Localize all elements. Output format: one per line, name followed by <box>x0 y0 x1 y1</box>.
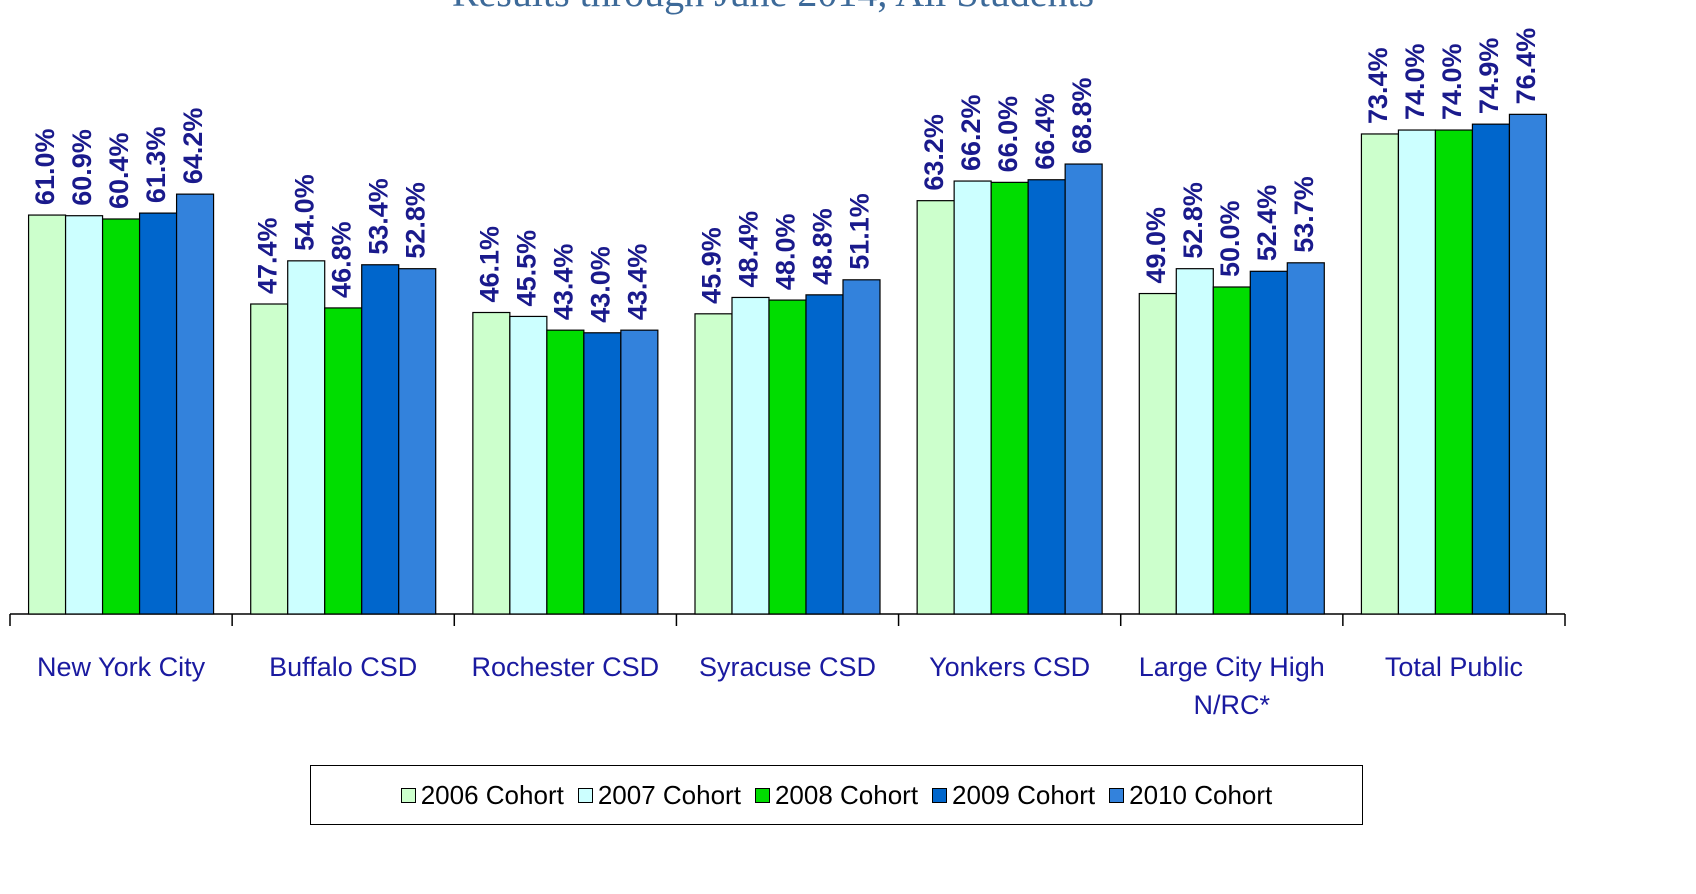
bar <box>842 279 881 615</box>
bar <box>324 307 363 615</box>
legend-swatch <box>754 787 770 803</box>
legend-item: 2010 Cohort <box>1109 780 1272 811</box>
value-label: 46.8% <box>326 221 356 298</box>
bar <box>768 299 807 615</box>
bar <box>1360 133 1400 615</box>
value-label: 48.0% <box>771 214 801 291</box>
value-label: 60.4% <box>104 132 134 209</box>
bar <box>1286 262 1325 615</box>
x-tick-label: Large City High N/RC* <box>1138 652 1325 720</box>
legend-swatch <box>932 787 948 803</box>
bar <box>916 200 955 615</box>
bar <box>1434 129 1474 615</box>
bar <box>1027 179 1066 615</box>
bar <box>1212 286 1251 615</box>
value-label: 51.1% <box>845 193 875 270</box>
value-label: 43.0% <box>585 246 615 323</box>
bar <box>27 214 67 615</box>
bar <box>583 332 622 615</box>
legend-label: 2006 Cohort <box>420 779 564 810</box>
value-label: 43.4% <box>622 244 652 321</box>
value-label: 52.8% <box>400 182 430 259</box>
value-label: 50.0% <box>1215 200 1245 277</box>
bar <box>472 311 511 615</box>
value-label: 60.9% <box>67 129 97 206</box>
bar <box>953 180 992 615</box>
value-label: 46.1% <box>474 226 504 303</box>
value-label: 61.3% <box>141 127 171 204</box>
value-label: 48.8% <box>808 208 838 285</box>
legend-label: 2010 Cohort <box>1129 779 1273 810</box>
bar <box>1138 292 1177 615</box>
bar <box>287 260 326 615</box>
value-label: 73.4% <box>1363 47 1393 124</box>
bar <box>1508 113 1548 615</box>
legend-item: 2006 Cohort <box>400 779 564 811</box>
legend-swatch <box>400 787 416 803</box>
value-label: 53.7% <box>1289 176 1319 253</box>
value-label: 66.4% <box>1030 93 1060 170</box>
bar <box>731 296 770 615</box>
bar <box>1397 129 1437 615</box>
value-label: 45.5% <box>511 230 541 307</box>
x-tick-label: New York City <box>37 652 206 682</box>
bar <box>620 329 659 615</box>
value-label: 66.0% <box>993 96 1023 173</box>
legend-item: 2009 Cohort <box>932 780 1095 811</box>
value-label: 76.4% <box>1511 28 1541 105</box>
bar <box>398 268 437 615</box>
bar <box>175 193 215 615</box>
value-label: 74.0% <box>1400 43 1430 120</box>
bar <box>694 313 733 615</box>
value-label: 45.9% <box>697 227 727 304</box>
value-label: 54.0% <box>289 174 319 251</box>
bar <box>805 294 844 615</box>
value-label: 66.2% <box>956 94 986 171</box>
bar <box>138 212 178 615</box>
value-label: 52.4% <box>1252 185 1282 262</box>
value-label: 53.4% <box>363 178 393 255</box>
bar <box>1471 123 1511 615</box>
bar <box>990 181 1029 615</box>
value-label: 74.0% <box>1437 43 1467 120</box>
value-label: 61.0% <box>30 128 60 205</box>
value-label: 63.2% <box>919 114 949 191</box>
legend-item: 2007 Cohort <box>577 779 741 811</box>
x-tick-label: Rochester CSD <box>471 652 660 682</box>
x-tick-label: Buffalo CSD <box>269 652 418 682</box>
bar <box>64 215 104 615</box>
value-label: 64.2% <box>178 108 208 185</box>
bar <box>1064 163 1103 615</box>
bar <box>509 315 548 615</box>
value-label: 68.8% <box>1067 77 1097 154</box>
x-tick-label: Syracuse CSD <box>698 652 877 682</box>
legend-label: 2007 Cohort <box>597 779 741 810</box>
value-label: 52.8% <box>1178 182 1208 259</box>
value-label: 48.4% <box>734 211 764 288</box>
value-label: 47.4% <box>252 217 282 294</box>
bar <box>1175 268 1214 615</box>
value-label: 43.4% <box>548 244 578 321</box>
value-label: 74.9% <box>1474 38 1504 115</box>
legend-swatch <box>577 787 593 803</box>
x-tick-label: Yonkers CSD <box>929 652 1091 682</box>
bar <box>1249 270 1288 615</box>
x-tick-label: Total Public <box>1384 652 1523 682</box>
legend-item: 2008 Cohort <box>754 779 919 811</box>
value-label: 49.0% <box>1141 207 1171 284</box>
bar <box>250 303 289 615</box>
legend-label: 2008 Cohort <box>774 779 919 810</box>
legend: 2006 Cohort 2007 Cohort 2008 Cohort 2009 Co… <box>310 765 1363 825</box>
bar <box>546 329 585 615</box>
bar <box>361 264 400 615</box>
legend-label: 2009 Cohort <box>952 779 1096 810</box>
bar <box>101 218 141 615</box>
legend-swatch <box>1109 787 1125 803</box>
chart-title: Results through June 2014, All Students <box>452 0 1094 15</box>
